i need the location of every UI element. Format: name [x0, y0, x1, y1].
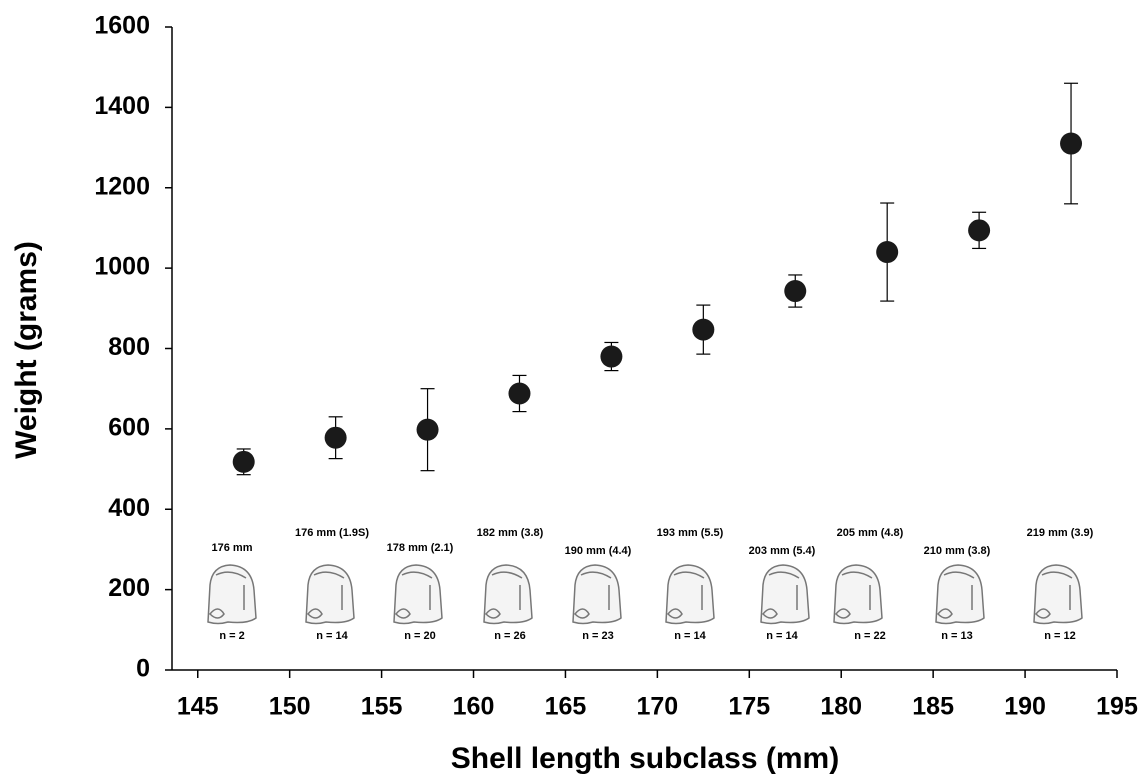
point	[692, 318, 715, 341]
sample-size: n = 14	[316, 630, 348, 642]
y-tick-label: 1400	[94, 92, 150, 120]
sample-size: n = 23	[582, 630, 614, 642]
shell-label: 176 mm	[212, 542, 253, 554]
shell-label: 182 mm (3.8)	[477, 527, 544, 539]
y-tick-label: 800	[108, 333, 150, 361]
sample-size: n = 12	[1044, 630, 1076, 642]
x-axis-title: Shell length subclass (mm)	[451, 742, 839, 775]
y-tick-label: 1000	[94, 253, 150, 281]
point	[1060, 132, 1083, 155]
shell-label: 205 mm (4.8)	[837, 527, 904, 539]
shell-label: 193 mm (5.5)	[657, 527, 724, 539]
point	[324, 426, 347, 449]
shell-icon	[483, 564, 533, 625]
shell-icon	[393, 564, 443, 625]
x-tick-label: 190	[1004, 693, 1046, 721]
x-tick-label: 150	[269, 693, 311, 721]
shell-icon	[572, 564, 622, 625]
sample-size: n = 26	[494, 630, 526, 642]
shell-icon	[833, 564, 883, 625]
point	[232, 450, 255, 473]
x-tick-label: 175	[728, 693, 770, 721]
shell-label: 203 mm (5.4)	[749, 545, 816, 557]
point	[784, 280, 807, 303]
shell-icon	[305, 564, 355, 625]
point	[876, 241, 899, 264]
shell-label: 190 mm (4.4)	[565, 545, 632, 557]
x-tick-label: 165	[545, 693, 587, 721]
sample-size: n = 13	[941, 630, 973, 642]
shell-icon	[1033, 564, 1083, 625]
x-tick-label: 160	[453, 693, 495, 721]
x-tick-label: 180	[820, 693, 862, 721]
y-tick-label: 0	[136, 655, 150, 683]
point	[600, 345, 623, 368]
sample-size: n = 22	[854, 630, 886, 642]
shell-icon	[760, 564, 810, 625]
shell-icon	[207, 564, 257, 625]
shell-label: 210 mm (3.8)	[924, 545, 991, 557]
shell-label: 176 mm (1.9S)	[295, 527, 369, 539]
point	[968, 219, 991, 242]
point	[416, 418, 439, 441]
shell-icon	[665, 564, 715, 625]
x-tick-label: 185	[912, 693, 954, 721]
x-tick-label: 170	[637, 693, 679, 721]
y-tick-label: 400	[108, 494, 150, 522]
sample-size: n = 14	[674, 630, 706, 642]
x-tick-label: 155	[361, 693, 403, 721]
x-tick-label: 195	[1096, 693, 1138, 721]
point	[508, 382, 531, 405]
y-tick-label: 1600	[94, 12, 150, 40]
sample-size: n = 2	[219, 630, 244, 642]
sample-size: n = 14	[766, 630, 798, 642]
shell-icon	[935, 564, 985, 625]
y-tick-label: 200	[108, 574, 150, 602]
sample-size: n = 20	[404, 630, 436, 642]
shell-label: 219 mm (3.9)	[1027, 527, 1094, 539]
y-tick-label: 600	[108, 413, 150, 441]
x-tick-label: 145	[177, 693, 219, 721]
shell-label: 178 mm (2.1)	[387, 542, 454, 554]
y-axis-title: Weight (grams)	[10, 241, 43, 459]
y-tick-label: 1200	[94, 172, 150, 200]
